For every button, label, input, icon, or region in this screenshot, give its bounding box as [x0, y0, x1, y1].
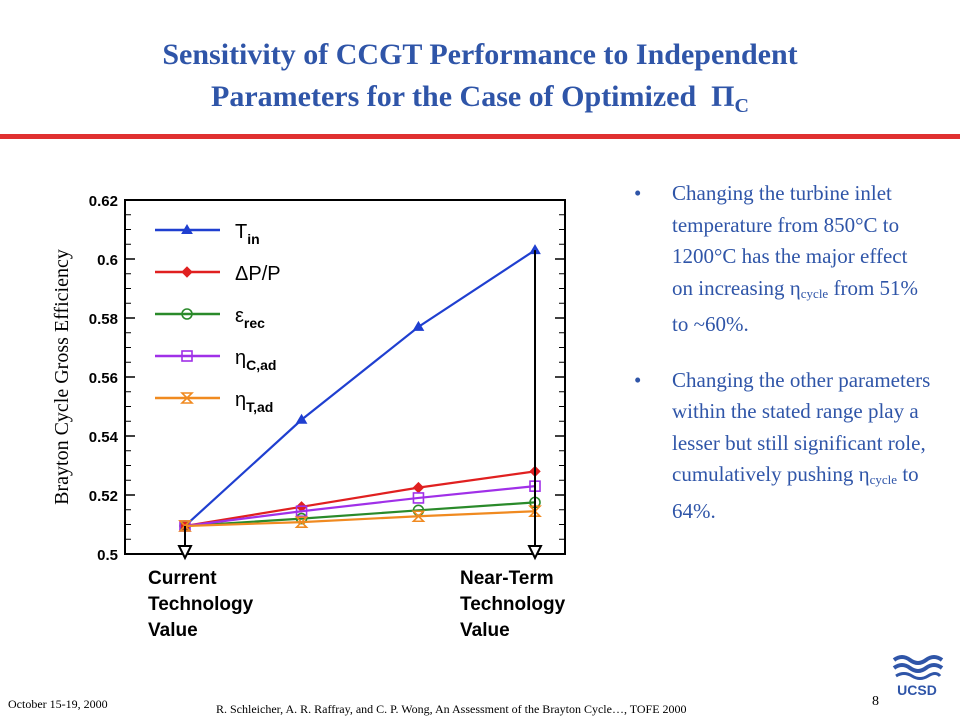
data-point — [412, 320, 425, 331]
legend-subscript: in — [247, 231, 259, 247]
series-line — [184, 470, 536, 528]
title-line-1: Sensitivity of CCGT Performance to Indep… — [162, 38, 798, 71]
legend-symbol: ΔP/P — [235, 263, 281, 285]
logo-wave-2 — [892, 663, 944, 673]
bullet-dot: • — [634, 367, 642, 392]
series-line — [184, 249, 536, 527]
y-tick-label: 0.54 — [89, 429, 119, 446]
bullet-1-text-after: from 51% to ~60%. — [672, 275, 919, 337]
bullet-1-text-before: Changing the turbine inlet temperature f… — [672, 181, 908, 300]
ucsd-logo: UCSD — [892, 655, 944, 698]
legend-marker — [181, 308, 193, 320]
legend-symbol: ε — [235, 305, 244, 327]
eta-subscript: cycle — [869, 472, 898, 487]
data-point — [295, 505, 308, 518]
bullet-item-1: • Changing the turbine inlet temperature… — [632, 178, 932, 341]
bullet-item-2: • Changing the other parameters within t… — [632, 365, 932, 528]
eta-subscript: cycle — [800, 285, 829, 301]
plot-frame — [124, 199, 566, 555]
data-point — [178, 520, 192, 532]
pi-symbol: Π — [711, 80, 735, 113]
title-line-2: Parameters for the Case of Optimized ΠC — [40, 76, 920, 127]
data-point — [411, 510, 426, 523]
legend-marker — [181, 350, 193, 362]
series-line — [184, 501, 536, 528]
logo-text: UCSD — [897, 682, 937, 698]
legend-marker — [181, 224, 193, 234]
x-category-label: Value — [148, 620, 198, 641]
logo-wave-3 — [895, 672, 942, 680]
title-divider — [0, 134, 960, 139]
bullet-2-text-before: Changing the other parameters within the… — [672, 367, 931, 487]
pi-subscript: C — [734, 95, 749, 117]
legend-symbol: T — [235, 221, 247, 243]
eta-symbol: η — [789, 275, 801, 300]
y-axis: 0.5 0.52 0.54 0.56 0.58 0.6 0.62 — [89, 193, 565, 564]
data-point — [294, 516, 309, 528]
legend-label: εrec — [235, 305, 265, 331]
data-point — [528, 505, 542, 518]
legend-symbol: η — [235, 389, 246, 411]
logo-wave-1 — [892, 655, 944, 665]
x-category-label: Current — [148, 568, 217, 589]
y-tick-label: 0.52 — [89, 488, 118, 505]
legend-marker — [181, 266, 193, 278]
bullet-list: • Changing the turbine inlet temperature… — [632, 178, 932, 551]
y-tick-label: 0.5 — [97, 547, 118, 564]
data-point — [412, 492, 425, 504]
x-category-label: Technology — [460, 594, 566, 615]
series-layer — [178, 244, 542, 532]
series-line — [184, 510, 536, 528]
series-line — [184, 485, 536, 528]
legend-subscript: C,ad — [246, 357, 276, 373]
legend-marker — [180, 392, 194, 404]
footer-date: October 15-19, 2000 — [8, 697, 108, 711]
legend-subscript: T,ad — [246, 399, 273, 415]
bullet-2-text-after: to 64%. — [672, 462, 919, 523]
eta-symbol: η — [858, 462, 870, 486]
efficiency-chart: Brayton Cycle Gross Efficiency 0.50.520.… — [51, 193, 566, 641]
x-category-label: Near-Term — [460, 568, 554, 589]
title-line-2-text: Parameters for the Case of Optimized — [211, 80, 697, 113]
legend-label: ηT,ad — [235, 389, 273, 415]
y-tick-label: 0.58 — [89, 311, 118, 328]
x-category-label: Value — [460, 620, 510, 641]
legend-symbol: η — [235, 347, 246, 369]
y-tick-label: 0.56 — [89, 370, 118, 387]
legend-label: ΔP/P — [235, 263, 281, 285]
legend-label: Tin — [235, 221, 260, 247]
page-number: 8 — [872, 694, 879, 709]
y-axis-label: Brayton Cycle Gross Efficiency — [51, 249, 73, 505]
y-tick-label: 0.6 — [97, 252, 118, 269]
data-point — [295, 512, 308, 525]
arrow-layer — [177, 250, 543, 561]
x-axis-labels: Current Technology Value Near-Term Technolog… — [148, 568, 566, 641]
data-point — [412, 481, 425, 494]
footer-citation: R. Schleicher, A. R. Raffray, and C. P. … — [216, 702, 687, 716]
y-tick-label: 0.62 — [89, 193, 118, 210]
x-category-label: Technology — [148, 594, 254, 615]
legend-subscript: rec — [244, 315, 265, 331]
legend-label: ηC,ad — [235, 347, 276, 373]
bullet-dot: • — [634, 181, 642, 205]
slide-title: Sensitivity of CCGT Performance to Indep… — [40, 34, 920, 127]
indicator-arrow-head — [177, 545, 193, 561]
indicator-arrow-head — [527, 545, 543, 561]
data-point — [295, 413, 308, 424]
